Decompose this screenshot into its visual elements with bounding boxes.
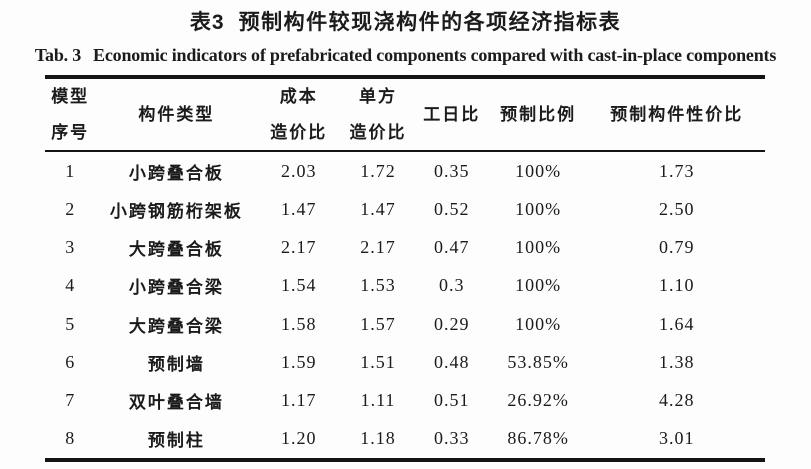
cell-cost-ratio: 1.17 <box>281 390 317 411</box>
cell-component-type: 双叶叠合墙 <box>128 393 224 413</box>
table-row: 1 小跨叠合板 2.03 1.72 0.35 100% 1.73 <box>45 152 765 190</box>
table-title-zh-label: 表3 <box>189 11 225 34</box>
cell-unit-cost-ratio: 1.53 <box>360 275 396 296</box>
cell-cost-ratio: 1.59 <box>281 351 317 372</box>
col-header-line: 造价比 <box>270 122 328 142</box>
col-header-prefab-value-ratio: 预制构件性价比 <box>589 79 765 150</box>
cell-model-no: 4 <box>65 275 76 296</box>
cell-unit-cost-ratio: 2.17 <box>360 237 396 258</box>
cell-cost-ratio: 1.54 <box>281 275 317 296</box>
table-title-zh-text: 预制构件较现浇构件的各项经济指标表 <box>238 11 622 34</box>
table-row: 7 双叶叠合墙 1.17 1.11 0.51 26.92% 4.28 <box>45 382 765 420</box>
cell-prefab-ratio: 100% <box>515 160 562 181</box>
table-row: 8 预制柱 1.20 1.18 0.33 86.78% 3.01 <box>45 420 765 458</box>
cell-prefab-value-ratio: 1.73 <box>659 160 695 181</box>
table-body: 1 小跨叠合板 2.03 1.72 0.35 100% 1.73 2 小跨钢筋桁… <box>45 152 765 458</box>
cell-component-type: 预制柱 <box>147 431 205 451</box>
cell-prefab-value-ratio: 1.38 <box>659 351 695 372</box>
cell-prefab-value-ratio: 1.64 <box>659 313 695 334</box>
economic-indicators-table: 模型 序号 构件类型 成本 造价比 单方 造价比 工日比 预制比例 预制构件性价… <box>45 75 765 462</box>
table-title-en: Tab. 3 Economic indicators of prefabricat… <box>0 45 811 66</box>
table-title-en-label: Tab. 3 <box>34 45 82 65</box>
cell-prefab-value-ratio: 4.28 <box>659 390 695 411</box>
cell-model-no: 6 <box>65 351 76 372</box>
cell-workday-ratio: 0.51 <box>434 390 470 411</box>
col-header-unit-cost-ratio: 单方 造价比 <box>340 79 416 150</box>
col-header-line: 序号 <box>51 122 90 142</box>
cell-prefab-ratio: 100% <box>515 198 562 219</box>
col-header-line: 造价比 <box>349 122 407 142</box>
table-row: 5 大跨叠合梁 1.58 1.57 0.29 100% 1.64 <box>45 305 765 343</box>
cell-unit-cost-ratio: 1.72 <box>360 160 396 181</box>
cell-unit-cost-ratio: 1.51 <box>360 351 396 372</box>
cell-workday-ratio: 0.35 <box>434 160 470 181</box>
cell-workday-ratio: 0.48 <box>434 351 470 372</box>
cell-prefab-value-ratio: 0.79 <box>659 237 695 258</box>
cell-component-type: 小跨叠合板 <box>128 163 224 183</box>
cell-unit-cost-ratio: 1.18 <box>360 428 396 449</box>
cell-cost-ratio: 2.03 <box>281 160 317 181</box>
cell-model-no: 5 <box>65 313 76 334</box>
table-row: 4 小跨叠合梁 1.54 1.53 0.3 100% 1.10 <box>45 267 765 305</box>
col-header-line: 模型 <box>51 86 90 106</box>
cell-unit-cost-ratio: 1.11 <box>360 390 396 411</box>
col-header-line: 预制比例 <box>500 104 577 124</box>
cell-component-type: 预制墙 <box>147 354 205 374</box>
col-header-line: 单方 <box>358 86 397 106</box>
cell-unit-cost-ratio: 1.57 <box>360 313 396 334</box>
cell-workday-ratio: 0.52 <box>434 198 470 219</box>
table-row: 2 小跨钢筋桁架板 1.47 1.47 0.52 100% 2.50 <box>45 190 765 228</box>
cell-component-type: 小跨叠合梁 <box>128 278 224 298</box>
cell-unit-cost-ratio: 1.47 <box>360 198 396 219</box>
cell-prefab-ratio: 26.92% <box>507 390 569 411</box>
cell-prefab-ratio: 53.85% <box>507 351 569 372</box>
col-header-line: 预制构件性价比 <box>610 104 744 124</box>
cell-cost-ratio: 2.17 <box>281 237 317 258</box>
cell-cost-ratio: 1.20 <box>281 428 317 449</box>
cell-prefab-ratio: 100% <box>515 275 562 296</box>
col-header-line: 构件类型 <box>138 104 215 124</box>
cell-component-type: 大跨叠合梁 <box>128 316 224 336</box>
cell-prefab-value-ratio: 1.10 <box>659 275 695 296</box>
col-header-prefab-ratio: 预制比例 <box>488 79 589 150</box>
table-row: 6 预制墙 1.59 1.51 0.48 53.85% 1.38 <box>45 343 765 381</box>
table-header-row: 模型 序号 构件类型 成本 造价比 单方 造价比 工日比 预制比例 预制构件性价… <box>45 79 765 152</box>
table-title-zh: 表3 预制构件较现浇构件的各项经济指标表 <box>0 0 811 36</box>
cell-cost-ratio: 1.58 <box>281 313 317 334</box>
col-header-component-type: 构件类型 <box>95 79 257 150</box>
cell-model-no: 1 <box>65 160 76 181</box>
cell-workday-ratio: 0.3 <box>439 275 465 296</box>
col-header-workday-ratio: 工日比 <box>416 79 488 150</box>
cell-workday-ratio: 0.47 <box>434 237 470 258</box>
cell-prefab-value-ratio: 3.01 <box>659 428 695 449</box>
cell-model-no: 8 <box>65 428 76 449</box>
col-header-line: 工日比 <box>423 104 481 124</box>
cell-model-no: 2 <box>65 198 76 219</box>
cell-component-type: 大跨叠合板 <box>128 240 224 260</box>
col-header-cost-ratio: 成本 造价比 <box>257 79 340 150</box>
cell-component-type: 小跨钢筋桁架板 <box>109 201 243 221</box>
table-title-en-text: Economic indicators of prefabricated com… <box>93 45 777 65</box>
cell-workday-ratio: 0.33 <box>434 428 470 449</box>
cell-model-no: 7 <box>65 390 76 411</box>
col-header-line: 成本 <box>279 86 318 106</box>
cell-prefab-ratio: 100% <box>515 313 562 334</box>
cell-prefab-ratio: 86.78% <box>507 428 569 449</box>
cell-model-no: 3 <box>65 237 76 258</box>
cell-workday-ratio: 0.29 <box>434 313 470 334</box>
cell-cost-ratio: 1.47 <box>281 198 317 219</box>
cell-prefab-value-ratio: 2.50 <box>659 198 695 219</box>
table-row: 3 大跨叠合板 2.17 2.17 0.47 100% 0.79 <box>45 229 765 267</box>
cell-prefab-ratio: 100% <box>515 237 562 258</box>
col-header-model-no: 模型 序号 <box>45 79 95 150</box>
